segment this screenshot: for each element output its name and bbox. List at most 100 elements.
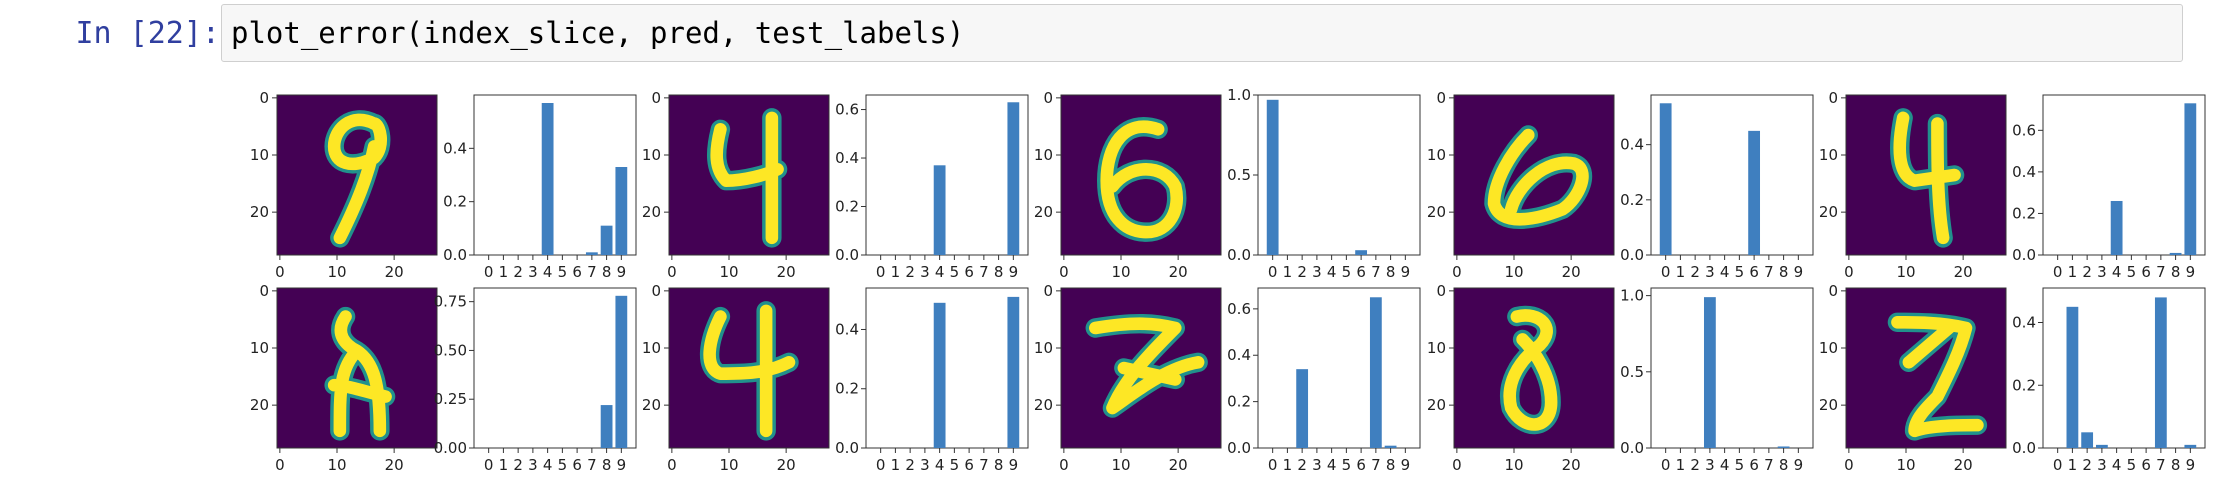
bar-x-tick-label-r2c2: 9 (1009, 456, 1019, 474)
bar-x-tick-label-r2c2: 4 (935, 456, 945, 474)
digit-glyph-r2c1 (324, 306, 396, 441)
bar-x-tick-label-r2c4: 6 (1749, 456, 1759, 474)
bar-x-tick-label-r2c4: 1 (1676, 456, 1686, 474)
prob-bar-r2c2-4 (933, 302, 946, 448)
bar-x-tick-label-r2c4: 2 (1690, 456, 1700, 474)
bar-y-tick-label-r2c3: 0.2 (1227, 393, 1251, 411)
image-y-tick-label-r2c3: 10 (1034, 339, 1053, 357)
bar-x-tick-label-r1c2: 4 (935, 263, 945, 281)
bar-x-tick-label-r1c1: 2 (513, 263, 523, 281)
image-x-tick-label-r2c5: 10 (1896, 456, 1915, 474)
bar-x-tick-label-r2c2: 5 (950, 456, 960, 474)
bar-x-tick-label-r2c3: 8 (1386, 456, 1396, 474)
prob-bar-axes-r1c2 (865, 94, 1029, 256)
image-y-tick-label-r2c1: 10 (250, 339, 269, 357)
bar-x-tick-label-r1c3: 7 (1371, 263, 1381, 281)
image-x-tick-label-r1c5: 10 (1896, 263, 1915, 281)
image-y-tick-label-r1c1: 10 (250, 146, 269, 164)
bar-y-tick-label-r2c3: 0.6 (1227, 300, 1251, 318)
bar-y-tick-label-r1c4: 0.4 (1620, 136, 1644, 154)
prob-bar-axes-r2c3 (1257, 287, 1421, 449)
image-x-tick-label-r2c2: 10 (719, 456, 738, 474)
image-y-tick-label-r2c1: 0 (259, 282, 269, 300)
bar-x-tick-label-r2c1: 4 (543, 456, 553, 474)
bar-x-tick-label-r1c5: 3 (2097, 263, 2107, 281)
bar-x-tick-label-r2c3: 9 (1401, 456, 1411, 474)
bar-x-tick-label-r1c3: 5 (1342, 263, 1352, 281)
bar-y-tick-label-r2c2: 0.2 (835, 380, 859, 398)
image-x-tick-label-r1c4: 10 (1504, 263, 1523, 281)
bar-y-tick-label-r2c3: 0.0 (1227, 439, 1251, 457)
bar-x-tick-label-r2c5: 1 (2068, 456, 2078, 474)
bar-x-tick-label-r2c5: 7 (2156, 456, 2166, 474)
prob-bar-axes-r1c3 (1257, 94, 1421, 256)
digit-glyph-r2c3 (1085, 314, 1208, 418)
image-y-tick-label-r1c4: 10 (1427, 146, 1446, 164)
bar-x-tick-label-r1c4: 4 (1720, 263, 1730, 281)
bar-x-tick-label-r2c4: 9 (1794, 456, 1804, 474)
bar-y-tick-label-r1c3: 1.0 (1227, 86, 1251, 104)
bar-x-tick-label-r2c5: 2 (2082, 456, 2092, 474)
image-x-tick-label-r1c4: 20 (1562, 263, 1581, 281)
image-y-tick-label-r1c3: 10 (1034, 146, 1053, 164)
bar-x-tick-label-r2c3: 1 (1283, 456, 1293, 474)
bar-x-tick-label-r1c4: 7 (1764, 263, 1774, 281)
bar-x-tick-label-r2c3: 0 (1268, 456, 1278, 474)
image-y-tick-label-r2c5: 20 (1819, 396, 1838, 414)
bar-x-tick-label-r1c2: 3 (920, 263, 930, 281)
bar-x-tick-label-r1c2: 0 (876, 263, 886, 281)
image-y-tick-label-r1c5: 20 (1819, 203, 1838, 221)
image-x-tick-label-r2c1: 0 (275, 456, 285, 474)
image-y-tick-label-r1c4: 20 (1427, 203, 1446, 221)
image-y-tick-label-r2c4: 10 (1427, 339, 1446, 357)
bar-x-tick-label-r1c3: 0 (1268, 263, 1278, 281)
bar-x-tick-label-r2c4: 3 (1705, 456, 1715, 474)
image-x-tick-label-r2c5: 0 (1844, 456, 1854, 474)
bar-y-tick-label-r1c1: 0.2 (443, 193, 467, 211)
bar-x-tick-label-r2c4: 8 (1779, 456, 1789, 474)
code-cell-input[interactable]: plot_error(index_slice, pred, test_label… (221, 4, 2183, 62)
image-x-tick-label-r1c3: 0 (1059, 263, 1069, 281)
bar-x-tick-label-r1c4: 0 (1661, 263, 1671, 281)
bar-x-tick-label-r1c2: 8 (994, 263, 1004, 281)
bar-x-tick-label-r2c2: 7 (979, 456, 989, 474)
image-x-tick-label-r1c3: 10 (1111, 263, 1130, 281)
prob-bar-r2c4-3 (1703, 297, 1716, 448)
bar-y-tick-label-r2c2: 0.4 (835, 320, 859, 338)
bar-x-tick-label-r1c4: 2 (1690, 263, 1700, 281)
bar-x-tick-label-r2c5: 9 (2186, 456, 2196, 474)
image-y-tick-label-r1c5: 0 (1828, 89, 1838, 107)
image-y-tick-label-r1c2: 10 (642, 146, 661, 164)
bar-x-tick-label-r1c4: 9 (1794, 263, 1804, 281)
bar-x-tick-label-r1c2: 6 (964, 263, 974, 281)
bar-y-tick-label-r2c5: 0.4 (2012, 314, 2036, 332)
bar-y-tick-label-r2c5: 0.0 (2012, 439, 2036, 457)
prob-bar-r2c4-8 (1777, 446, 1790, 448)
image-x-tick-label-r2c3: 0 (1059, 456, 1069, 474)
prob-bar-r2c1-8 (600, 405, 613, 448)
digit-glyph-r2c2 (699, 301, 799, 441)
bar-x-tick-label-r1c5: 5 (2127, 263, 2137, 281)
bar-x-tick-label-r2c5: 8 (2171, 456, 2181, 474)
image-x-tick-label-r1c4: 0 (1452, 263, 1462, 281)
bar-x-tick-label-r1c4: 8 (1779, 263, 1789, 281)
prob-bar-r2c5-9 (2184, 444, 2197, 448)
image-y-tick-label-r1c2: 20 (642, 203, 661, 221)
prob-bar-r2c3-7 (1369, 297, 1382, 448)
bar-y-tick-label-r1c1: 0.0 (443, 246, 467, 264)
image-y-tick-label-r1c5: 10 (1819, 146, 1838, 164)
digit-glyph-r2c5 (1887, 312, 1988, 441)
bar-y-tick-label-r1c2: 0.0 (835, 246, 859, 264)
bar-x-tick-label-r1c4: 5 (1735, 263, 1745, 281)
cell-prompt: In [22]: (75, 16, 221, 51)
bar-y-tick-label-r2c4: 0.5 (1620, 363, 1644, 381)
bar-y-tick-label-r1c1: 0.4 (443, 139, 467, 157)
image-x-tick-label-r2c2: 0 (667, 456, 677, 474)
digit-glyph-r1c2 (707, 108, 788, 248)
prob-bar-axes-r1c5 (2042, 94, 2206, 256)
image-y-tick-label-r2c1: 20 (250, 396, 269, 414)
bar-x-tick-label-r1c1: 0 (484, 263, 494, 281)
bar-x-tick-label-r1c5: 1 (2068, 263, 2078, 281)
prob-bar-r2c3-8 (1384, 445, 1397, 448)
bar-x-tick-label-r2c4: 0 (1661, 456, 1671, 474)
